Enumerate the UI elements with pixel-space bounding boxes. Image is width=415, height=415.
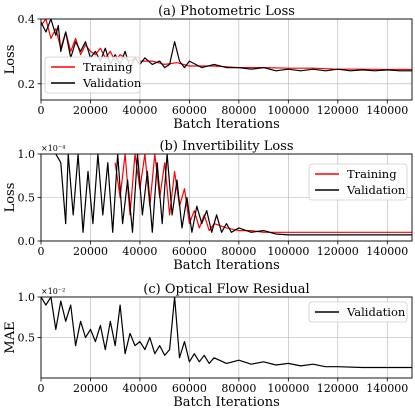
series-line-validation (41, 19, 412, 72)
chart-title: (a) Photometric Loss (158, 4, 295, 19)
legend: Validation (308, 301, 408, 323)
y-axis-label: Loss (3, 45, 18, 75)
legend: Training Validation (44, 56, 142, 94)
chart-title: (b) Invertibility Loss (159, 139, 293, 154)
legend-box (308, 301, 408, 323)
axes-frame (40, 18, 413, 101)
y-tick-label: 0.2 (18, 78, 36, 91)
x-tick-label: 80000 (221, 104, 256, 117)
y-tick-label: 0.5 (18, 192, 36, 205)
legend-label-validation: Validation (82, 76, 142, 90)
x-tick-label: 40000 (122, 382, 157, 395)
legend-label-validation: Validation (346, 305, 406, 319)
y-tick-label: 0.0 (18, 235, 36, 248)
x-axis-label: Batch Iterations (173, 258, 280, 273)
legend-box (308, 163, 408, 201)
y-axis-label: MAE (3, 321, 18, 353)
x-tick-label: 140000 (366, 104, 408, 117)
chart-title: (c) Optical Flow Residual (143, 282, 309, 297)
x-tick-label: 20000 (73, 245, 108, 258)
legend-label-training: Training (83, 60, 133, 74)
chart-panel-2: 0 20000 40000 60000 80000 100000 120000 140000 0… (3, 282, 413, 410)
x-tick-label: 60000 (172, 382, 207, 395)
y-multiplier: ×10⁻² (41, 287, 65, 296)
x-tick-label: 0 (38, 382, 45, 395)
x-tick-label: 20000 (73, 382, 108, 395)
x-tick-label: 140000 (366, 245, 408, 258)
x-tick-label: 60000 (172, 245, 207, 258)
y-tick-label: 1.0 (18, 148, 36, 161)
x-axis-label: Batch Iterations (173, 117, 280, 132)
x-tick-label: 140000 (366, 382, 408, 395)
x-tick-label: 40000 (122, 245, 157, 258)
x-tick-label: 80000 (221, 245, 256, 258)
x-tick-label: 120000 (317, 104, 359, 117)
chart-panel-0: 0 20000 40000 60000 80000 100000 120000 140000 0… (3, 4, 413, 132)
x-tick-label: 20000 (73, 104, 108, 117)
x-tick-label: 100000 (267, 245, 309, 258)
x-axis-label: Batch Iterations (173, 395, 280, 410)
legend-label-training: Training (347, 167, 397, 181)
y-axis-label: Loss (3, 183, 18, 213)
y-tick-label: 0.5 (18, 332, 36, 345)
x-tick-label: 100000 (267, 104, 309, 117)
x-tick-label: 0 (38, 104, 45, 117)
series-line-validation (41, 297, 412, 369)
x-tick-label: 120000 (317, 382, 359, 395)
legend: Training Validation (308, 163, 408, 201)
x-tick-label: 0 (38, 245, 45, 258)
series-line-validation (55, 154, 412, 236)
x-tick-label: 100000 (267, 382, 309, 395)
y-tick-label: 1.0 (18, 291, 36, 304)
x-tick-label: 40000 (122, 104, 157, 117)
x-tick-label: 120000 (317, 245, 359, 258)
series-line-training (114, 154, 412, 233)
x-tick-label: 60000 (172, 104, 207, 117)
x-tick-label: 80000 (221, 382, 256, 395)
chart-panel-1: 0 20000 40000 60000 80000 100000 120000 140000 0… (3, 139, 413, 273)
y-tick-label: 0.4 (18, 13, 36, 26)
legend-box (44, 56, 141, 94)
y-multiplier: ×10⁻⁴ (41, 144, 65, 153)
legend-label-validation: Validation (346, 183, 406, 197)
